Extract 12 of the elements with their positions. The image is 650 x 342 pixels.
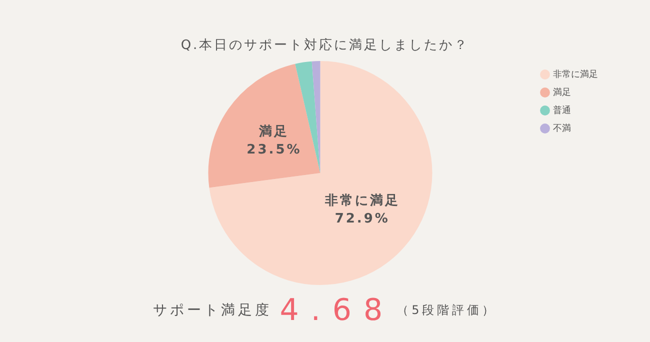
legend-label: 満足 bbox=[553, 86, 571, 98]
text: 4.68 bbox=[280, 293, 395, 328]
legend-label: 非常に満足 bbox=[553, 68, 598, 80]
chart-title: Q.本日のサポート対応に満足しましたか？ bbox=[180, 37, 470, 54]
slice-label: 非常に満足 bbox=[324, 193, 400, 208]
slice-label: 満足 bbox=[258, 124, 290, 140]
data-label: 72.9% bbox=[334, 211, 390, 226]
text: （5段階評価） bbox=[396, 303, 498, 317]
legend-label: 普通 bbox=[553, 104, 571, 116]
legend-label: 不満 bbox=[553, 122, 571, 134]
data-label: 23.5% bbox=[246, 142, 302, 158]
text: サポート満足度 bbox=[152, 302, 272, 318]
